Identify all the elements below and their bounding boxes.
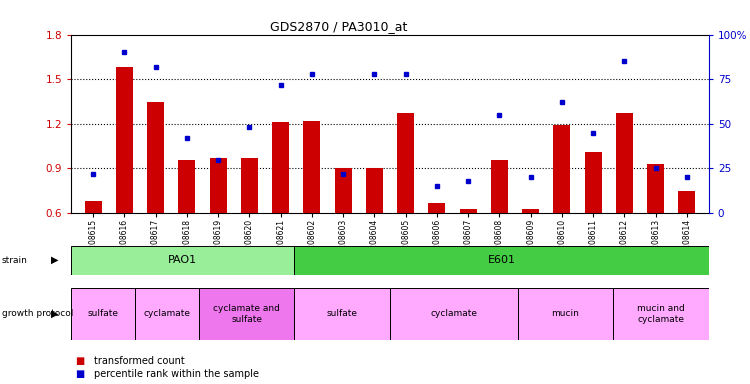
Bar: [294, 246, 709, 275]
Text: sulfate: sulfate: [327, 310, 358, 318]
Title: GDS2870 / PA3010_at: GDS2870 / PA3010_at: [270, 20, 408, 33]
Text: mucin: mucin: [551, 310, 579, 318]
Bar: [616, 113, 633, 213]
Text: strain: strain: [2, 256, 27, 265]
Bar: [647, 164, 664, 213]
Bar: [614, 288, 709, 340]
Bar: [241, 158, 258, 213]
Bar: [397, 113, 414, 213]
Bar: [460, 209, 477, 213]
Text: sulfate: sulfate: [88, 310, 118, 318]
Text: transformed count: transformed count: [94, 356, 184, 366]
Bar: [199, 288, 294, 340]
Bar: [71, 288, 135, 340]
Text: percentile rank within the sample: percentile rank within the sample: [94, 369, 259, 379]
Bar: [272, 122, 290, 213]
Bar: [294, 288, 390, 340]
Bar: [554, 125, 571, 213]
Bar: [303, 121, 320, 213]
Bar: [178, 160, 196, 213]
Text: E601: E601: [488, 255, 515, 265]
Bar: [584, 152, 602, 213]
Text: ▶: ▶: [51, 255, 58, 265]
Text: ■: ■: [75, 356, 84, 366]
Bar: [147, 101, 164, 213]
Text: cyclamate and
sulfate: cyclamate and sulfate: [213, 304, 280, 324]
Bar: [390, 288, 518, 340]
Bar: [71, 246, 294, 275]
Bar: [678, 191, 695, 213]
Bar: [116, 67, 133, 213]
Text: PAO1: PAO1: [168, 255, 197, 265]
Text: cyclamate: cyclamate: [143, 310, 190, 318]
Bar: [490, 160, 508, 213]
Bar: [85, 201, 102, 213]
Bar: [522, 209, 539, 213]
Bar: [334, 169, 352, 213]
Bar: [366, 169, 383, 213]
Text: ▶: ▶: [51, 309, 58, 319]
Bar: [428, 203, 445, 213]
Bar: [518, 288, 614, 340]
Text: growth protocol: growth protocol: [2, 310, 73, 318]
Text: ■: ■: [75, 369, 84, 379]
Bar: [209, 158, 226, 213]
Text: mucin and
cyclamate: mucin and cyclamate: [637, 304, 685, 324]
Bar: [135, 288, 199, 340]
Text: cyclamate: cyclamate: [430, 310, 477, 318]
